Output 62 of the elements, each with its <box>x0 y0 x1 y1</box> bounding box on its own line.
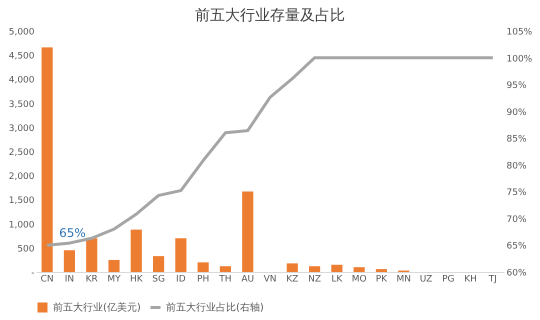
y-tick-label: 5,000 <box>8 28 35 38</box>
x-tick-label: AU <box>241 274 254 284</box>
y-tick-label: 2,000 <box>8 172 35 182</box>
x-tick-label: HK <box>130 274 144 284</box>
x-tick-label: KR <box>86 274 98 284</box>
x-tick-label: KH <box>464 274 477 284</box>
x-tick-label: CN <box>40 274 54 284</box>
x-tick-label: VN <box>264 274 276 284</box>
x-tick-label: MN <box>396 274 411 284</box>
y-tick-label: - <box>31 268 34 278</box>
x-tick-label: TJ <box>488 274 497 284</box>
x-tick-label: LK <box>331 274 344 284</box>
y-tick-label: 3,000 <box>8 124 35 134</box>
x-tick-label: TH <box>218 274 232 284</box>
legend-label: 前五大行业占比(右轴) <box>166 302 264 314</box>
bar <box>153 256 164 272</box>
bar <box>198 262 209 272</box>
bar <box>331 264 342 272</box>
y2-tick-label: 60% <box>506 268 527 278</box>
x-tick-label: IN <box>64 274 74 284</box>
y2-tick-label: 100% <box>506 54 533 64</box>
y-tick-label: 4,500 <box>8 52 35 62</box>
y-tick-label: 1,000 <box>8 220 35 230</box>
x-tick-label: SG <box>152 274 165 284</box>
bar <box>220 266 231 272</box>
x-tick-label: MO <box>352 274 367 284</box>
y2-tick-label: 65% <box>506 242 527 252</box>
bar <box>130 230 142 272</box>
y-tick-label: 1,500 <box>8 196 35 206</box>
x-tick-label: KZ <box>286 274 298 284</box>
chart-title: 前五大行业存量及占比 <box>195 6 345 24</box>
x-tick-label: PH <box>197 274 210 284</box>
legend-label: 前五大行业(亿美元) <box>53 302 141 314</box>
bar <box>286 263 298 272</box>
bar <box>86 238 98 272</box>
y2-tick-label: 75% <box>506 188 527 198</box>
y-tick-label: 4,000 <box>8 76 35 86</box>
y-tick-label: 3,500 <box>8 100 35 110</box>
bar <box>42 47 53 272</box>
bar <box>242 192 254 272</box>
bar <box>354 267 365 272</box>
y2-tick-label: 95% <box>506 81 527 92</box>
x-tick-label: PK <box>376 274 388 284</box>
bar <box>376 269 387 272</box>
bar <box>175 238 186 272</box>
x-tick-label: NZ <box>308 274 322 284</box>
annotation: 65% <box>59 226 86 240</box>
bar <box>64 250 75 272</box>
y-tick-label: 2,500 <box>8 148 35 158</box>
x-tick-label: MY <box>107 274 122 284</box>
x-tick-label: PG <box>442 274 455 284</box>
line-series <box>46 56 494 247</box>
y2-tick-label: 80% <box>506 161 527 172</box>
y2-tick-label: 90% <box>506 108 527 118</box>
x-tick-label: UZ <box>420 274 432 284</box>
bar <box>309 266 320 272</box>
y2-tick-label: 105% <box>506 28 533 38</box>
y-tick-label: 500 <box>17 244 35 254</box>
y2-tick-label: 70% <box>506 214 527 225</box>
y2-tick-label: 85% <box>506 134 527 145</box>
x-tick-label: ID <box>176 274 186 284</box>
bar <box>108 260 120 272</box>
